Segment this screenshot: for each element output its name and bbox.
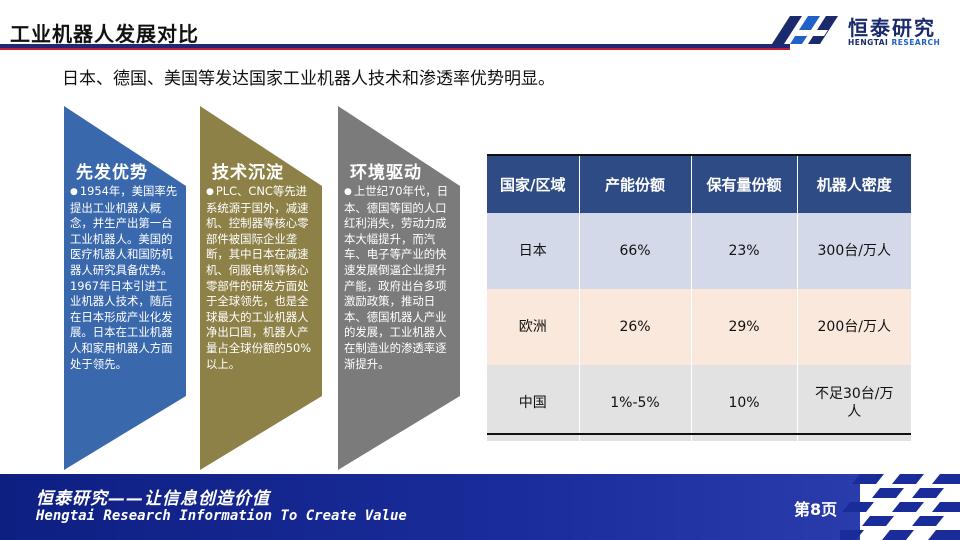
table-cell: 26%	[579, 289, 692, 365]
table-row: 日本 66% 23% 300台/万人	[487, 213, 911, 289]
table-cell: 300台/万人	[797, 213, 911, 289]
table-cell: 日本	[487, 213, 580, 289]
logo-subtitle: HENGTAI RESEARCH	[848, 38, 940, 47]
chevron-text: PLC、CNC等先进系统源于国外，减速机、控制器等核心零部件被国际企业垄断，其中…	[206, 184, 312, 371]
table-cell: 中国	[487, 365, 580, 441]
footer-slogan: 恒泰研究——让信息创造价值	[36, 489, 270, 509]
chevron-body: ● 1954年，美国率先提出工业机器人概念，并生产出第一台工业机器人。美国的医疗机…	[70, 184, 178, 372]
title-divider	[0, 44, 790, 48]
table-header-row: 国家/区域 产能份额 保有量份额 机器人密度	[487, 156, 911, 213]
chevron-shape-icon	[200, 106, 322, 470]
chevron-body: ● 上世纪70年代，日本、德国等国的人口红利消失，劳动力成本大幅提升，而汽车、电子…	[344, 184, 452, 372]
table-cell: 66%	[579, 213, 692, 289]
chevron-title: 技术沉淀	[212, 163, 284, 183]
checker-decoration-icon	[840, 474, 960, 540]
title-divider-accent	[0, 48, 790, 50]
chevron-shape-icon	[338, 106, 460, 470]
logo-name: 恒泰研究	[848, 16, 936, 40]
chevron-environment-driven: 环境驱动 ● 上世纪70年代，日本、德国等国的人口红利消失，劳动力成本大幅提升，而…	[338, 106, 460, 470]
chevron-tech-accumulation: 技术沉淀 ● PLC、CNC等先进系统源于国外，减速机、控制器等核心零部件被国际企…	[200, 106, 322, 470]
chevron-body: ● PLC、CNC等先进系统源于国外，减速机、控制器等核心零部件被国际企业垄断，其…	[206, 184, 314, 372]
header-robot-density: 机器人密度	[797, 156, 911, 213]
chevron-shape-icon	[64, 106, 186, 470]
table-row: 欧洲 26% 29% 200台/万人	[487, 289, 911, 365]
table-cell: 欧洲	[487, 289, 580, 365]
chevron-title: 先发优势	[76, 163, 148, 183]
table-cell: 10%	[691, 365, 798, 441]
comparison-table: 国家/区域 产能份额 保有量份额 机器人密度 日本 66% 23% 300台/万…	[487, 156, 911, 441]
bullet-icon: ●	[70, 187, 78, 197]
table-row: 中国 1%-5% 10% 不足30台/万人	[487, 365, 911, 441]
bullet-icon: ●	[344, 187, 352, 197]
table-cell: 不足30台/万人	[797, 365, 911, 441]
table-cell: 23%	[691, 213, 798, 289]
header-region: 国家/区域	[487, 156, 580, 213]
logo-mark-icon	[772, 16, 838, 44]
chevron-text: 1954年，美国率先提出工业机器人概念，并生产出第一台工业机器人。美国的医疗机器…	[70, 184, 178, 371]
chevron-first-mover: 先发优势 ● 1954年，美国率先提出工业机器人概念，并生产出第一台工业机器人。美…	[64, 106, 186, 470]
header-stock-share: 保有量份额	[691, 156, 798, 213]
bullet-icon: ●	[206, 187, 214, 197]
header-capacity-share: 产能份额	[579, 156, 692, 213]
page-title: 工业机器人发展对比	[10, 22, 199, 46]
table-cell: 1%-5%	[579, 365, 692, 441]
slide-subtitle: 日本、德国、美国等发达国家工业机器人技术和渗透率优势明显。	[62, 69, 555, 89]
table-bottom-rule	[487, 433, 911, 435]
table-cell: 200台/万人	[797, 289, 911, 365]
table-top-rule	[487, 154, 911, 156]
chevron-title: 环境驱动	[350, 163, 422, 183]
page-number: 第8页	[794, 500, 838, 519]
hengtai-logo	[768, 10, 948, 50]
logo-sub-1: HENGTAI	[848, 38, 889, 47]
logo-sub-2: RESEARCH	[891, 38, 941, 47]
footer-slogan-en: Hengtai Research Information To Create V…	[36, 508, 407, 524]
chevron-text: 上世纪70年代，日本、德国等国的人口红利消失，劳动力成本大幅提升，而汽车、电子等…	[344, 184, 449, 371]
table-cell: 29%	[691, 289, 798, 365]
footer-bar	[0, 474, 860, 540]
